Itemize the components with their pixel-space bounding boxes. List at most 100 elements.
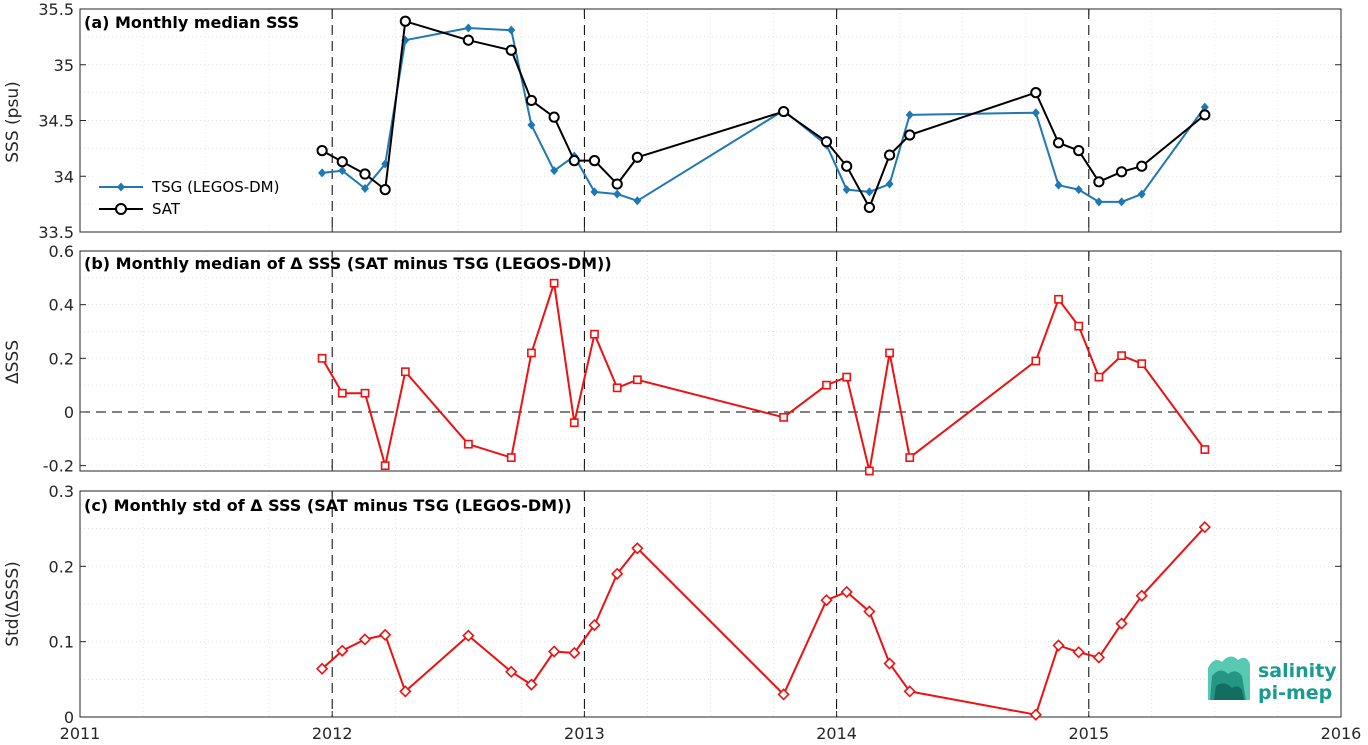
data-point — [613, 189, 622, 199]
data-point — [1030, 87, 1042, 99]
data-point — [360, 388, 370, 398]
data-point — [779, 412, 789, 422]
data-point — [464, 23, 473, 33]
data-point — [527, 348, 536, 358]
data-point — [400, 367, 410, 377]
series-line — [321, 282, 1206, 472]
data-point — [525, 94, 538, 107]
data-point — [548, 111, 560, 123]
panel-a-title: (a) Monthly median SSS — [84, 13, 299, 32]
data-point — [358, 633, 372, 646]
data-point — [1029, 708, 1042, 721]
series-line — [321, 27, 1206, 203]
data-point — [1200, 445, 1210, 454]
legend-diamond-marker — [117, 182, 125, 192]
data-point — [379, 184, 391, 196]
x-tick-label: 2012 — [312, 724, 353, 743]
data-point — [568, 155, 580, 167]
data-point — [820, 136, 833, 148]
legend: TSG (LEGOS-DM) SAT — [93, 174, 309, 223]
data-point — [318, 168, 327, 178]
data-point — [864, 466, 874, 476]
x-tick-label: 2013 — [564, 724, 605, 743]
y-tick-label: 35 — [54, 56, 74, 75]
data-point — [590, 187, 599, 197]
panel-c-title: (c) Monthly std of Δ SSS (SAT minus TSG … — [84, 496, 572, 515]
data-point — [1198, 521, 1211, 534]
data-point — [590, 329, 599, 339]
data-point — [1117, 197, 1126, 207]
data-point — [863, 201, 875, 214]
data-point — [505, 44, 517, 56]
data-point — [568, 646, 581, 660]
salinity-pi-mep-logo: salinity pi-mep — [1208, 656, 1337, 704]
panel-c-ylabel: Std(ΔSSS) — [3, 561, 23, 647]
y-tick-label: 0.3 — [49, 482, 74, 501]
y-tick-label: 0 — [64, 403, 74, 422]
y-tick-label: 0.2 — [49, 557, 74, 576]
data-point — [569, 418, 579, 428]
panel-a-ylabel: SSS (psu) — [3, 81, 23, 162]
data-point — [905, 110, 914, 120]
data-point — [820, 594, 833, 607]
data-point — [549, 278, 559, 288]
axes-frame — [79, 250, 1342, 472]
data-point — [778, 105, 790, 118]
data-point — [1052, 639, 1065, 652]
data-point — [527, 120, 536, 130]
x-tick-label: 2011 — [60, 724, 101, 743]
data-point — [1137, 359, 1147, 369]
data-point — [1200, 102, 1209, 112]
data-point — [1074, 321, 1084, 331]
legend-label-tsg: TSG (LEGOS-DM) — [151, 178, 279, 196]
panel-c-std-delta-sss: 0 0.1 0.2 0.3 2011 2012 2013 2014 2015 2016 (c) M… — [3, 482, 1361, 743]
y-tick-label: 0.1 — [49, 633, 74, 652]
panel-b-ylabel: ΔSSS — [3, 340, 23, 384]
data-point — [1094, 372, 1104, 382]
logo-text-salinity: salinity — [1258, 660, 1337, 682]
data-point — [315, 662, 329, 675]
data-point — [507, 25, 516, 35]
data-point — [611, 178, 623, 190]
data-point — [399, 15, 411, 27]
data-point — [1137, 189, 1146, 199]
data-point — [506, 453, 516, 462]
y-tick-label: 0.4 — [49, 296, 74, 315]
data-point — [1093, 176, 1105, 188]
data-point — [463, 439, 473, 449]
data-point — [1199, 109, 1211, 121]
data-point — [336, 644, 349, 657]
data-point — [883, 657, 896, 670]
legend-circle-marker — [115, 203, 127, 215]
data-point — [359, 168, 371, 180]
y-tick-label: 34.5 — [38, 112, 74, 131]
x-tick-label: 2015 — [1068, 724, 1109, 743]
data-point — [883, 149, 896, 161]
panel-b-title: (b) Monthly median of Δ SSS (SAT minus T… — [84, 254, 612, 273]
data-point — [380, 461, 390, 471]
legend-label-sat: SAT — [152, 200, 181, 218]
data-point — [1115, 166, 1128, 178]
axes-frame — [79, 490, 1342, 718]
data-point — [1073, 145, 1085, 157]
data-point — [1054, 294, 1063, 304]
data-point — [588, 618, 601, 632]
data-point — [316, 145, 328, 157]
data-point — [1094, 197, 1103, 207]
data-point — [336, 156, 348, 168]
data-point — [548, 645, 561, 658]
data-point — [1135, 589, 1148, 602]
data-point — [885, 179, 894, 189]
y-tick-label: 34 — [54, 167, 74, 186]
data-point — [1092, 651, 1106, 664]
data-point — [1054, 180, 1063, 190]
data-point — [631, 151, 643, 163]
data-point — [822, 380, 831, 390]
logo-text-pimep: pi-mep — [1258, 682, 1332, 704]
data-point — [588, 155, 601, 167]
data-point — [505, 665, 518, 678]
y-tick-label: 33.5 — [38, 223, 74, 242]
data-point — [1115, 617, 1128, 630]
